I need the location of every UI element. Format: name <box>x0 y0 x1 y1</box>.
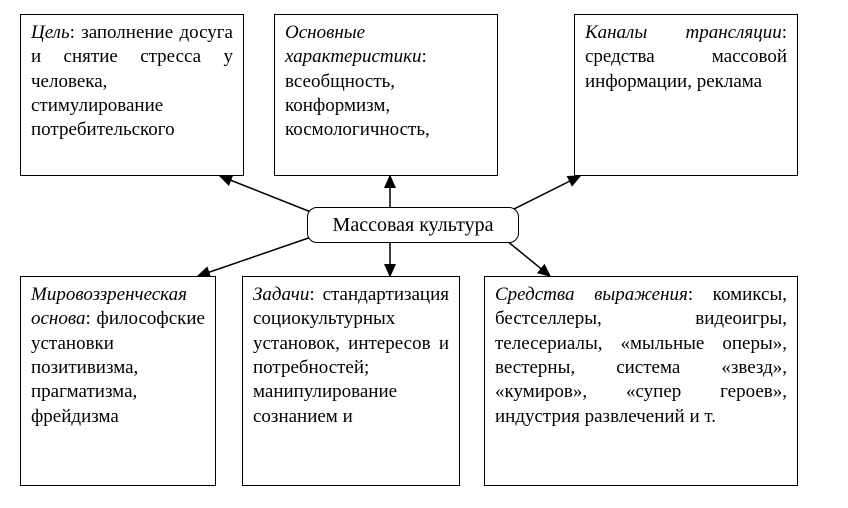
box-tasks-title: Задачи <box>253 284 309 305</box>
box-channels-title: Каналы трансляции <box>585 22 782 43</box>
box-goal-title: Цель <box>31 22 70 43</box>
diagram-container: Цель: заполнение досуга и снятие стресса… <box>20 14 798 488</box>
box-characteristics: Основные характеристики: всеобщность, ко… <box>274 14 498 176</box>
box-means-body: : комиксы, бестселлеры, видеоигры, телес… <box>495 284 787 427</box>
box-goal: Цель: заполнение досуга и снятие стресса… <box>20 14 244 176</box>
box-tasks-body: : стандартизация социокультурных установ… <box>253 284 449 427</box>
box-tasks: Задачи: стандартизация социокультурных у… <box>242 276 460 486</box>
box-basis: Мировоззренческая основа: фи­лософские у… <box>20 276 216 486</box>
center-label: Массовая культура <box>333 214 494 236</box>
box-channels: Каналы трансляции: средства массовой инф… <box>574 14 798 176</box>
box-means-title: Средства выражения <box>495 284 688 305</box>
center-node: Массовая культура <box>307 207 519 243</box>
box-means: Средства выражения: комиксы, бестселлеры… <box>484 276 798 486</box>
box-characteristics-title: Основные характеристики <box>285 22 422 67</box>
